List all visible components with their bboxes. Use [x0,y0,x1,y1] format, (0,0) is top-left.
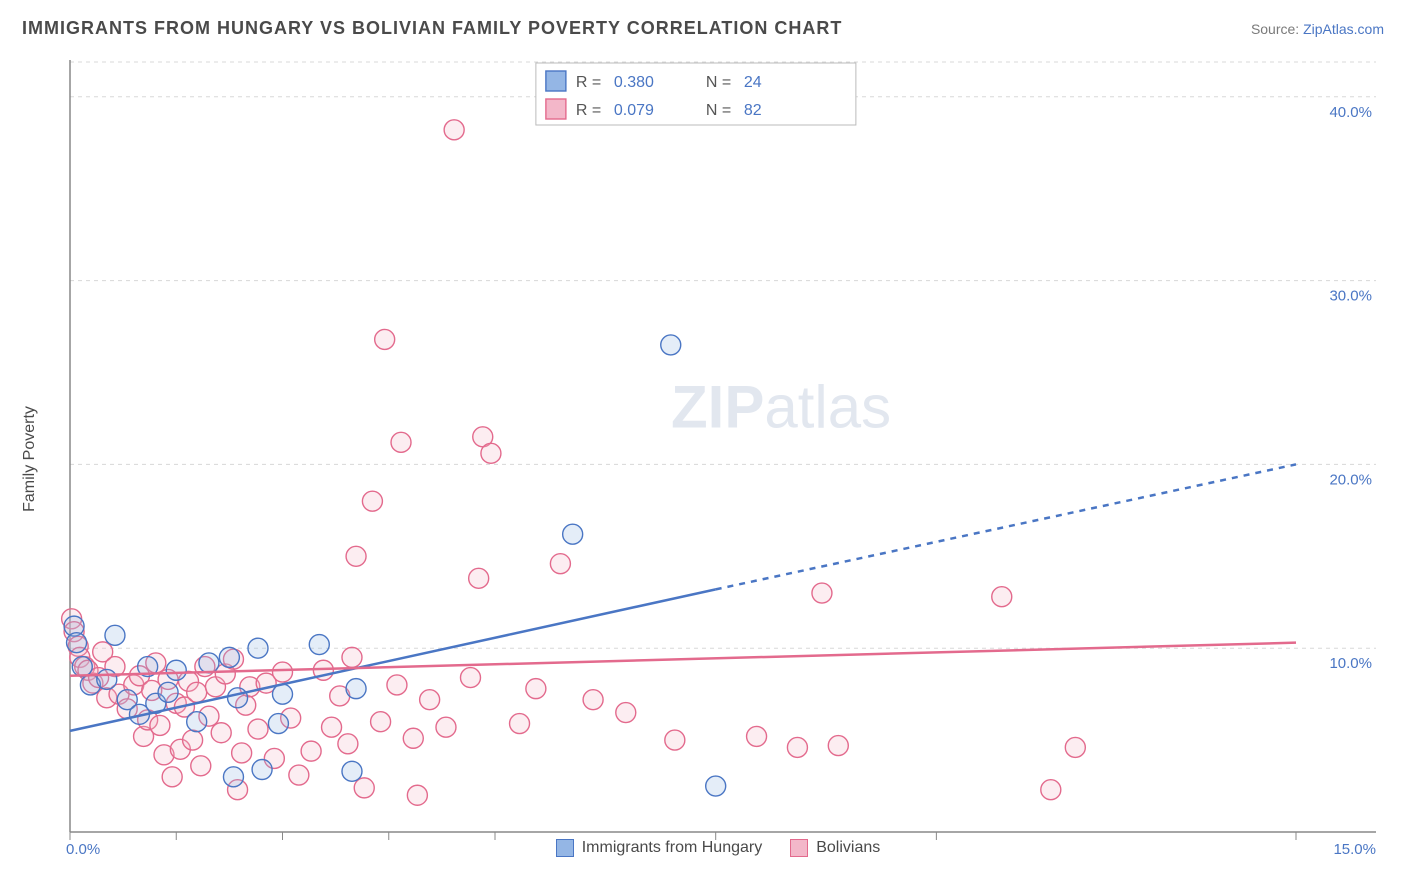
svg-text:N =: N = [706,102,731,119]
scatter-point [150,715,170,735]
scatter-point [706,776,726,796]
scatter-point [273,684,293,704]
scatter-point [309,635,329,655]
scatter-point [354,778,374,798]
bottom-legend: Immigrants from Hungary Bolivians [60,834,1376,862]
scatter-point [375,329,395,349]
scatter-point [362,491,382,511]
scatter-point [67,633,87,653]
chart-area: Family Poverty 10.0%20.0%30.0%40.0%ZIPat… [40,55,1376,862]
scatter-point [661,335,681,355]
scatter-point [387,675,407,695]
source-attribution: Source: ZipAtlas.com [1251,21,1384,37]
scatter-point [812,583,832,603]
svg-text:ZIPatlas: ZIPatlas [671,374,891,441]
svg-text:R =: R = [576,102,601,119]
scatter-point [550,554,570,574]
legend-swatch [556,839,574,857]
scatter-point [444,120,464,140]
source-link[interactable]: ZipAtlas.com [1303,21,1384,37]
scatter-point [420,690,440,710]
scatter-point [211,723,231,743]
scatter-point [248,719,268,739]
svg-text:24: 24 [744,74,762,91]
scatter-point [1065,737,1085,757]
scatter-point [191,756,211,776]
scatter-point [616,703,636,723]
scatter-point [273,662,293,682]
scatter-point [469,568,489,588]
svg-text:40.0%: 40.0% [1329,104,1372,121]
scatter-point [828,736,848,756]
scatter-point [166,660,186,680]
scatter-point [510,714,530,734]
scatter-point [289,765,309,785]
scatter-point [481,443,501,463]
scatter-point [223,767,243,787]
svg-text:20.0%: 20.0% [1329,471,1372,488]
svg-text:N =: N = [706,74,731,91]
svg-text:0.079: 0.079 [614,102,654,119]
scatter-point [158,682,178,702]
svg-text:82: 82 [744,102,762,119]
legend-label: Bolivians [816,839,880,856]
scatter-point [162,767,182,787]
scatter-point [199,653,219,673]
scatter-point [747,726,767,746]
scatter-point [268,714,288,734]
scatter-point [183,730,203,750]
scatter-point [187,712,207,732]
scatter-point [232,743,252,763]
scatter-point [248,638,268,658]
scatter-point [228,688,248,708]
scatter-point [436,717,456,737]
scatter-point [187,682,207,702]
scatter-point [583,690,603,710]
trend-line-extrapolated [716,464,1296,589]
legend-swatch [790,839,808,857]
scatter-point [301,741,321,761]
page-title: IMMIGRANTS FROM HUNGARY VS BOLIVIAN FAMI… [22,18,842,39]
scatter-point [105,625,125,645]
scatter-plot: 10.0% 20.0% 30.0% 40.0% ZIPatlas R = 0.380 N = 2… [60,55,1376,842]
legend-label: Immigrants from Hungary [582,839,763,856]
legend-item: Bolivians [790,839,880,857]
svg-text:0.380: 0.380 [614,74,654,91]
scatter-point [252,760,272,780]
scatter-point [526,679,546,699]
scatter-point [407,785,427,805]
scatter-point [322,717,342,737]
scatter-point [219,647,239,667]
scatter-point [338,734,358,754]
scatter-point [97,669,117,689]
scatter-point [992,587,1012,607]
y-axis-label: Family Poverty [21,406,39,512]
scatter-point [371,712,391,732]
scatter-point [787,737,807,757]
scatter-point [665,730,685,750]
svg-text:R =: R = [576,74,601,91]
scatter-point [563,524,583,544]
legend-item: Immigrants from Hungary [556,839,763,857]
scatter-point [1041,780,1061,800]
scatter-point [460,668,480,688]
scatter-point [391,432,411,452]
svg-text:10.0%: 10.0% [1329,655,1372,672]
svg-text:30.0%: 30.0% [1329,288,1372,305]
scatter-point [342,761,362,781]
scatter-point [346,546,366,566]
scatter-point [72,657,92,677]
scatter-point [346,679,366,699]
scatter-point [342,647,362,667]
scatter-point [403,728,423,748]
